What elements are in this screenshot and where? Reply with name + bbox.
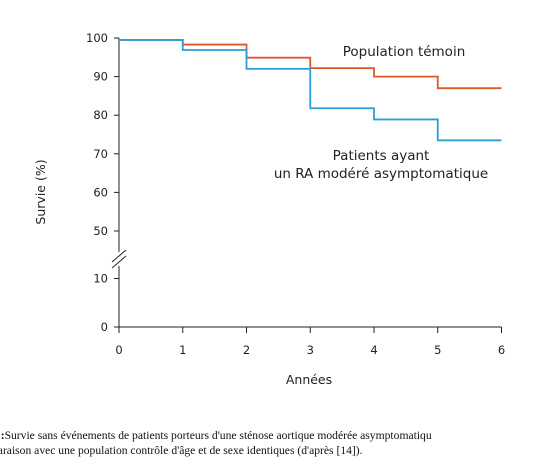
- chart-ticks: 0 10 50 60 70 80 90 100 0 1 2 3 4 5 6: [86, 31, 505, 357]
- figure-caption: 3 :Survie sans événements de patients po…: [0, 428, 560, 458]
- y-tick-label: 70: [93, 147, 108, 161]
- y-tick-label: 0: [101, 320, 108, 334]
- caption-line-2: paraison avec une population contrôle d'…: [0, 444, 363, 457]
- x-tick-label: 3: [307, 343, 314, 357]
- y-tick-label: 90: [93, 70, 108, 84]
- axis-break-mark: [111, 249, 127, 263]
- chart-series: [119, 39, 502, 142]
- series-patients-ra: [119, 39, 502, 142]
- annotation-control-population: Population témoin: [343, 44, 466, 60]
- y-tick-label: 80: [93, 108, 108, 122]
- x-axis-label: Années: [286, 372, 332, 387]
- annotation-patients-line1: Patients ayant: [333, 148, 430, 164]
- annotation-patients-line2: un RA modéré asymptomatique: [274, 166, 488, 182]
- axis-break-mark: [111, 255, 127, 269]
- chart-axes: [111, 38, 502, 328]
- x-tick-label: 0: [115, 343, 122, 357]
- y-tick-label: 50: [93, 224, 108, 238]
- caption-figure-label: 3 :: [0, 429, 5, 442]
- caption-text-1: Survie sans événements de patients porte…: [4, 429, 432, 442]
- y-axis-label: Survie (%): [33, 159, 48, 224]
- x-tick-label: 1: [179, 343, 186, 357]
- x-tick-label: 6: [498, 343, 505, 357]
- x-tick-label: 5: [434, 343, 441, 357]
- y-tick-label: 60: [93, 185, 108, 199]
- x-tick-label: 4: [370, 343, 377, 357]
- caption-line-1: 3 :Survie sans événements de patients po…: [0, 428, 560, 443]
- y-tick-label: 10: [93, 272, 108, 286]
- y-tick-label: 100: [86, 31, 108, 45]
- x-tick-label: 2: [243, 343, 250, 357]
